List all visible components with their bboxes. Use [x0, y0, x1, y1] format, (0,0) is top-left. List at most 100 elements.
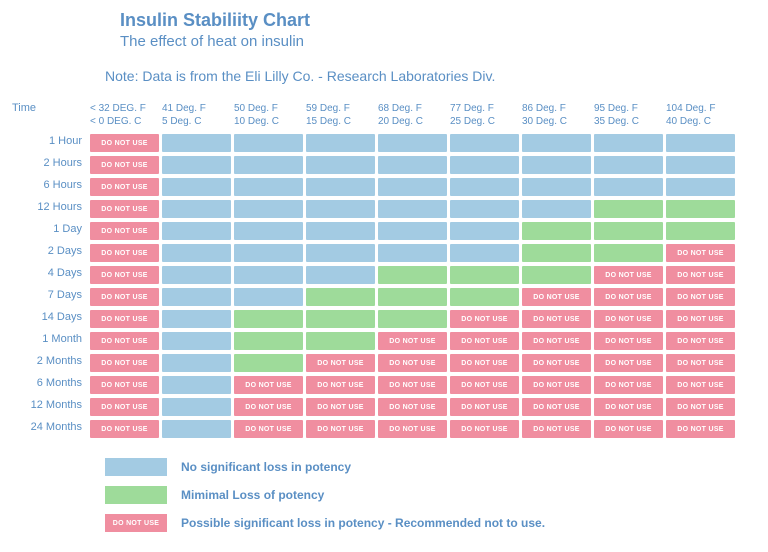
cell — [522, 244, 591, 262]
time-label: 2 Days — [10, 242, 90, 264]
cell — [162, 288, 231, 306]
do-not-use-text: DO NOT USE — [101, 316, 148, 323]
do-not-use-text: DO NOT USE — [461, 382, 508, 389]
do-not-use-text: DO NOT USE — [605, 338, 652, 345]
cell — [522, 266, 591, 284]
cell — [234, 134, 303, 152]
cell — [594, 222, 663, 240]
do-not-use-text: DO NOT USE — [461, 426, 508, 433]
do-not-use-text: DO NOT USE — [101, 338, 148, 345]
do-not-use-text: DO NOT USE — [101, 294, 148, 301]
do-not-use-text: DO NOT USE — [389, 404, 436, 411]
cell — [162, 266, 231, 284]
cell — [378, 178, 447, 196]
cell: DO NOT USE — [450, 354, 519, 372]
do-not-use-text: DO NOT USE — [677, 338, 724, 345]
cell — [162, 244, 231, 262]
cell: DO NOT USE — [666, 398, 735, 416]
cell — [162, 420, 231, 438]
cell: DO NOT USE — [90, 376, 159, 394]
do-not-use-text: DO NOT USE — [389, 426, 436, 433]
cell — [666, 134, 735, 152]
cell — [522, 178, 591, 196]
col-header-0: < 32 DEG. F< 0 DEG. C — [90, 102, 162, 132]
cell — [162, 332, 231, 350]
cell: DO NOT USE — [666, 266, 735, 284]
cell: DO NOT USE — [594, 420, 663, 438]
do-not-use-text: DO NOT USE — [677, 360, 724, 367]
cell: DO NOT USE — [90, 310, 159, 328]
do-not-use-text: DO NOT USE — [605, 316, 652, 323]
do-not-use-text: DO NOT USE — [389, 360, 436, 367]
cell: DO NOT USE — [234, 420, 303, 438]
cell — [450, 134, 519, 152]
do-not-use-text: DO NOT USE — [533, 294, 580, 301]
cell: DO NOT USE — [594, 354, 663, 372]
cell: DO NOT USE — [522, 398, 591, 416]
do-not-use-text: DO NOT USE — [605, 360, 652, 367]
col-header-2: 50 Deg. F10 Deg. C — [234, 102, 306, 132]
cell: DO NOT USE — [522, 376, 591, 394]
cell — [162, 310, 231, 328]
cell: DO NOT USE — [378, 398, 447, 416]
cell: DO NOT USE — [666, 288, 735, 306]
cell: DO NOT USE — [90, 398, 159, 416]
chart-note: Note: Data is from the Eli Lilly Co. - R… — [105, 68, 758, 84]
do-not-use-text: DO NOT USE — [605, 382, 652, 389]
cell: DO NOT USE — [378, 420, 447, 438]
do-not-use-text: DO NOT USE — [245, 426, 292, 433]
cell: DO NOT USE — [666, 244, 735, 262]
do-not-use-text: DO NOT USE — [245, 382, 292, 389]
do-not-use-text: DO NOT USE — [389, 382, 436, 389]
do-not-use-text: DO NOT USE — [677, 272, 724, 279]
cell — [234, 200, 303, 218]
cell: DO NOT USE — [306, 398, 375, 416]
do-not-use-text: DO NOT USE — [101, 250, 148, 257]
cell — [378, 244, 447, 262]
cell — [306, 288, 375, 306]
cell: DO NOT USE — [306, 376, 375, 394]
cell: DO NOT USE — [666, 310, 735, 328]
do-not-use-text: DO NOT USE — [677, 382, 724, 389]
do-not-use-text: DO NOT USE — [317, 426, 364, 433]
cell — [306, 332, 375, 350]
cell: DO NOT USE — [522, 288, 591, 306]
cell: DO NOT USE — [450, 310, 519, 328]
cell: DO NOT USE — [594, 398, 663, 416]
cell — [378, 310, 447, 328]
cell: DO NOT USE — [666, 376, 735, 394]
cell — [522, 200, 591, 218]
cell — [306, 156, 375, 174]
do-not-use-text: DO NOT USE — [389, 338, 436, 345]
cell: DO NOT USE — [90, 134, 159, 152]
legend-label: No significant loss in potency — [181, 460, 351, 474]
do-not-use-text: DO NOT USE — [461, 404, 508, 411]
time-label: 2 Months — [10, 352, 90, 374]
cell — [594, 244, 663, 262]
do-not-use-text: DO NOT USE — [317, 382, 364, 389]
do-not-use-text: DO NOT USE — [605, 272, 652, 279]
cell — [522, 134, 591, 152]
chart-legend: No significant loss in potency Mimimal Lo… — [105, 458, 758, 532]
cell: DO NOT USE — [450, 398, 519, 416]
cell — [594, 156, 663, 174]
cell: DO NOT USE — [450, 376, 519, 394]
cell: DO NOT USE — [594, 376, 663, 394]
cell — [234, 156, 303, 174]
col-header-4: 68 Deg. F20 Deg. C — [378, 102, 450, 132]
cell — [522, 156, 591, 174]
do-not-use-text: DO NOT USE — [101, 162, 148, 169]
do-not-use-text: DO NOT USE — [605, 404, 652, 411]
chart-subtitle: The effect of heat on insulin — [120, 33, 758, 50]
legend-label: Mimimal Loss of potency — [181, 488, 324, 502]
legend-row: Mimimal Loss of potency — [105, 486, 758, 504]
cell — [450, 244, 519, 262]
cell — [234, 178, 303, 196]
cell: DO NOT USE — [234, 398, 303, 416]
cell — [306, 200, 375, 218]
time-label: 2 Hours — [10, 154, 90, 176]
do-not-use-text: DO NOT USE — [101, 404, 148, 411]
do-not-use-text: DO NOT USE — [101, 426, 148, 433]
cell — [450, 288, 519, 306]
legend-swatch — [105, 458, 167, 476]
